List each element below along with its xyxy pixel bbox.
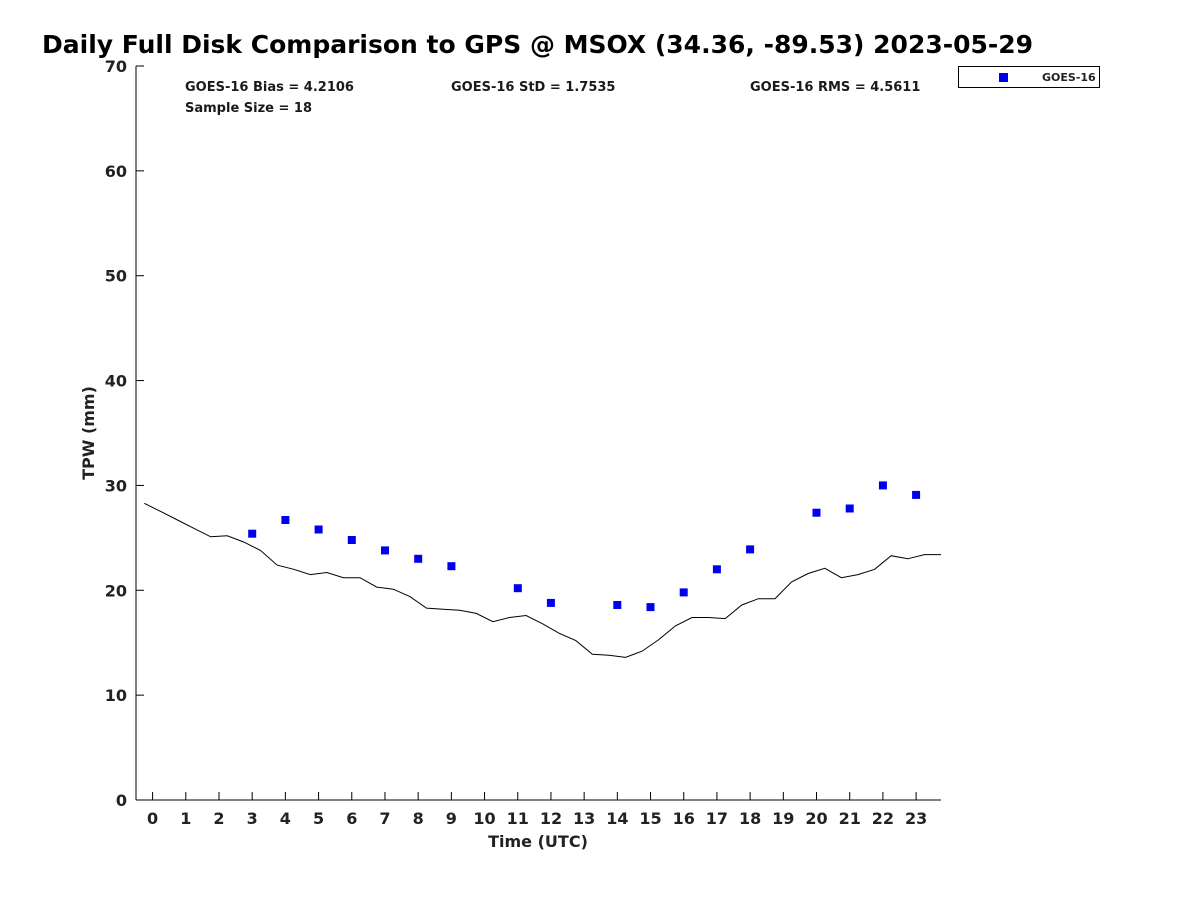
sample-size-stat: Sample Size = 18: [185, 101, 313, 116]
x-tick-label: 0: [147, 809, 158, 828]
goes16-point: [878, 481, 887, 490]
x-axis-label: Time (UTC): [488, 832, 588, 851]
x-tick-label: 13: [573, 809, 595, 828]
y-tick-label: 30: [105, 476, 127, 495]
goes16-point: [513, 584, 522, 593]
x-tick-label: 1: [180, 809, 191, 828]
goes16-point: [845, 504, 854, 513]
chart-title: Daily Full Disk Comparison to GPS @ MSOX…: [42, 30, 1034, 59]
y-tick-label: 10: [105, 686, 127, 705]
x-tick-label: 14: [606, 809, 628, 828]
x-tick-label: 9: [446, 809, 457, 828]
x-tick-label: 18: [739, 809, 761, 828]
y-axis-label: TPW (mm): [79, 386, 98, 480]
goes16-point: [447, 562, 456, 571]
legend-label: GOES-16: [1042, 71, 1096, 84]
goes16-point: [746, 545, 755, 554]
gps-line-layer: [144, 502, 941, 658]
y-tick-label: 20: [105, 581, 127, 600]
y-tick-label: 40: [105, 372, 127, 391]
x-tick-label: 22: [872, 809, 894, 828]
x-tick-label: 10: [473, 809, 495, 828]
goes16-point: [679, 588, 688, 597]
x-tick-label: 15: [639, 809, 661, 828]
goes16-point: [414, 554, 423, 563]
x-tick-label: 17: [706, 809, 728, 828]
bias-stat: GOES-16 Bias = 4.2106: [185, 80, 354, 95]
goes16-marker-layer: [248, 481, 921, 612]
goes16-point: [712, 565, 721, 574]
y-tick-label: 60: [105, 162, 127, 181]
x-tick-label: 3: [247, 809, 258, 828]
x-tick-label: 20: [805, 809, 827, 828]
x-tick-label: 21: [839, 809, 861, 828]
goes16-point: [912, 490, 921, 499]
x-tick-label: 8: [413, 809, 424, 828]
x-tick-label: 19: [772, 809, 794, 828]
x-tick-label: 5: [313, 809, 324, 828]
goes16-point: [314, 525, 323, 534]
goes16-point: [347, 536, 356, 544]
goes16-point: [613, 601, 622, 609]
x-tick-label: 12: [540, 809, 562, 828]
goes16-point: [248, 529, 257, 538]
goes16-point: [281, 516, 290, 524]
x-tick-label: 16: [673, 809, 695, 828]
gps-tpw-line: [144, 502, 941, 658]
x-tick-label: 23: [905, 809, 927, 828]
legend-marker-icon: [999, 73, 1008, 82]
goes16-point: [381, 546, 389, 555]
goes16-point: [812, 508, 821, 517]
legend: GOES-16: [958, 66, 1100, 88]
y-tick-label: 50: [105, 267, 127, 286]
x-tick-label: 11: [507, 809, 529, 828]
x-tick-label: 4: [280, 809, 291, 828]
x-tick-label: 7: [379, 809, 390, 828]
y-tick-label: 70: [105, 57, 127, 76]
x-tick-label: 2: [213, 809, 224, 828]
std-stat: GOES-16 StD = 1.7535: [451, 80, 616, 95]
x-tick-label: 6: [346, 809, 357, 828]
y-tick-label: 0: [116, 791, 127, 810]
goes16-point: [546, 598, 555, 607]
rms-stat: GOES-16 RMS = 4.5611: [750, 80, 921, 95]
goes16-point: [646, 603, 655, 612]
